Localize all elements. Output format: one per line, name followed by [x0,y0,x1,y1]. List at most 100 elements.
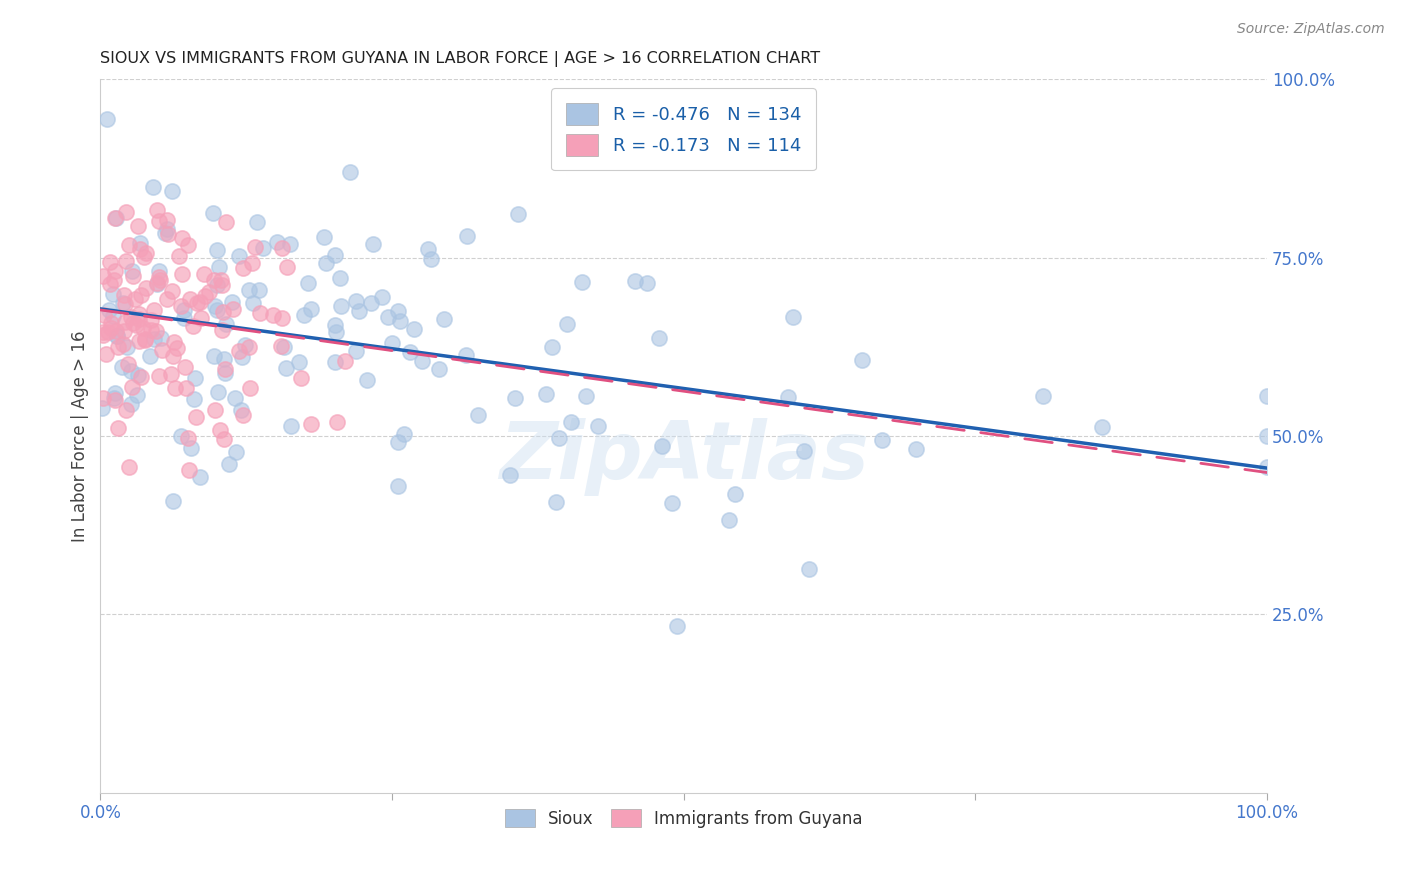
Point [325,325,347,339]
Point [456,229,478,244]
Point [389,314,412,328]
Point [665,619,688,633]
Point [232,408,254,422]
Point [371,290,394,304]
Point [575,389,598,403]
Point [851,352,873,367]
Point [270,242,292,256]
Point [91,328,114,343]
Point [333,353,356,368]
Point [163,380,186,394]
Point [127,388,149,402]
Point [280,419,302,434]
Point [135,281,157,295]
Point [292,308,315,322]
Point [249,306,271,320]
Point [724,487,747,501]
Point [1256,429,1278,443]
Point [387,304,409,318]
Point [546,494,568,508]
Point [212,305,235,319]
Point [93,326,115,340]
Point [134,333,156,347]
Point [246,215,269,229]
Point [107,339,129,353]
Point [266,235,288,249]
Point [339,165,361,179]
Point [170,428,193,442]
Point [117,340,139,354]
Point [120,364,142,378]
Point [117,357,139,371]
Point [114,315,136,329]
Point [207,385,229,400]
Point [122,269,145,284]
Point [245,240,267,254]
Point [134,250,156,264]
Point [179,462,201,476]
Point [150,343,173,357]
Point [499,468,522,483]
Point [114,297,136,311]
Point [433,312,456,326]
Point [127,368,149,382]
Point [162,335,184,350]
Point [252,241,274,255]
Point [299,417,322,432]
Point [122,316,145,330]
Point [454,348,477,362]
Point [636,276,658,290]
Point [1256,389,1278,403]
Point [93,391,115,405]
Point [205,302,228,317]
Point [139,323,162,337]
Point [170,268,193,282]
Point [131,369,153,384]
Point [153,227,176,241]
Point [204,299,226,313]
Point [179,292,201,306]
Point [132,321,155,335]
Point [323,354,346,368]
Point [131,288,153,302]
Point [212,352,235,367]
Point [97,303,120,318]
Point [793,443,815,458]
Point [290,370,312,384]
Point [156,212,179,227]
Point [623,274,645,288]
Point [128,235,150,250]
Point [105,325,128,339]
Point [142,332,165,346]
Point [411,354,433,368]
Point [105,211,128,225]
Point [186,409,208,424]
Point [225,444,247,458]
Point [146,277,169,291]
Point [205,277,228,292]
Point [381,335,404,350]
Point [128,307,150,321]
Point [190,311,212,326]
Point [202,206,225,220]
Point [112,287,135,301]
Point [111,336,134,351]
Point [508,207,530,221]
Point [125,318,148,333]
Point [166,341,188,355]
Point [107,421,129,435]
Point [145,324,167,338]
Point [418,242,440,256]
Point [139,349,162,363]
Point [288,355,311,369]
Point [118,238,141,252]
Point [115,204,138,219]
Point [162,349,184,363]
Point [162,494,184,508]
Point [148,213,170,227]
Point [323,318,346,332]
Point [419,252,441,267]
Point [360,295,382,310]
Point [344,343,367,358]
Point [174,381,197,395]
